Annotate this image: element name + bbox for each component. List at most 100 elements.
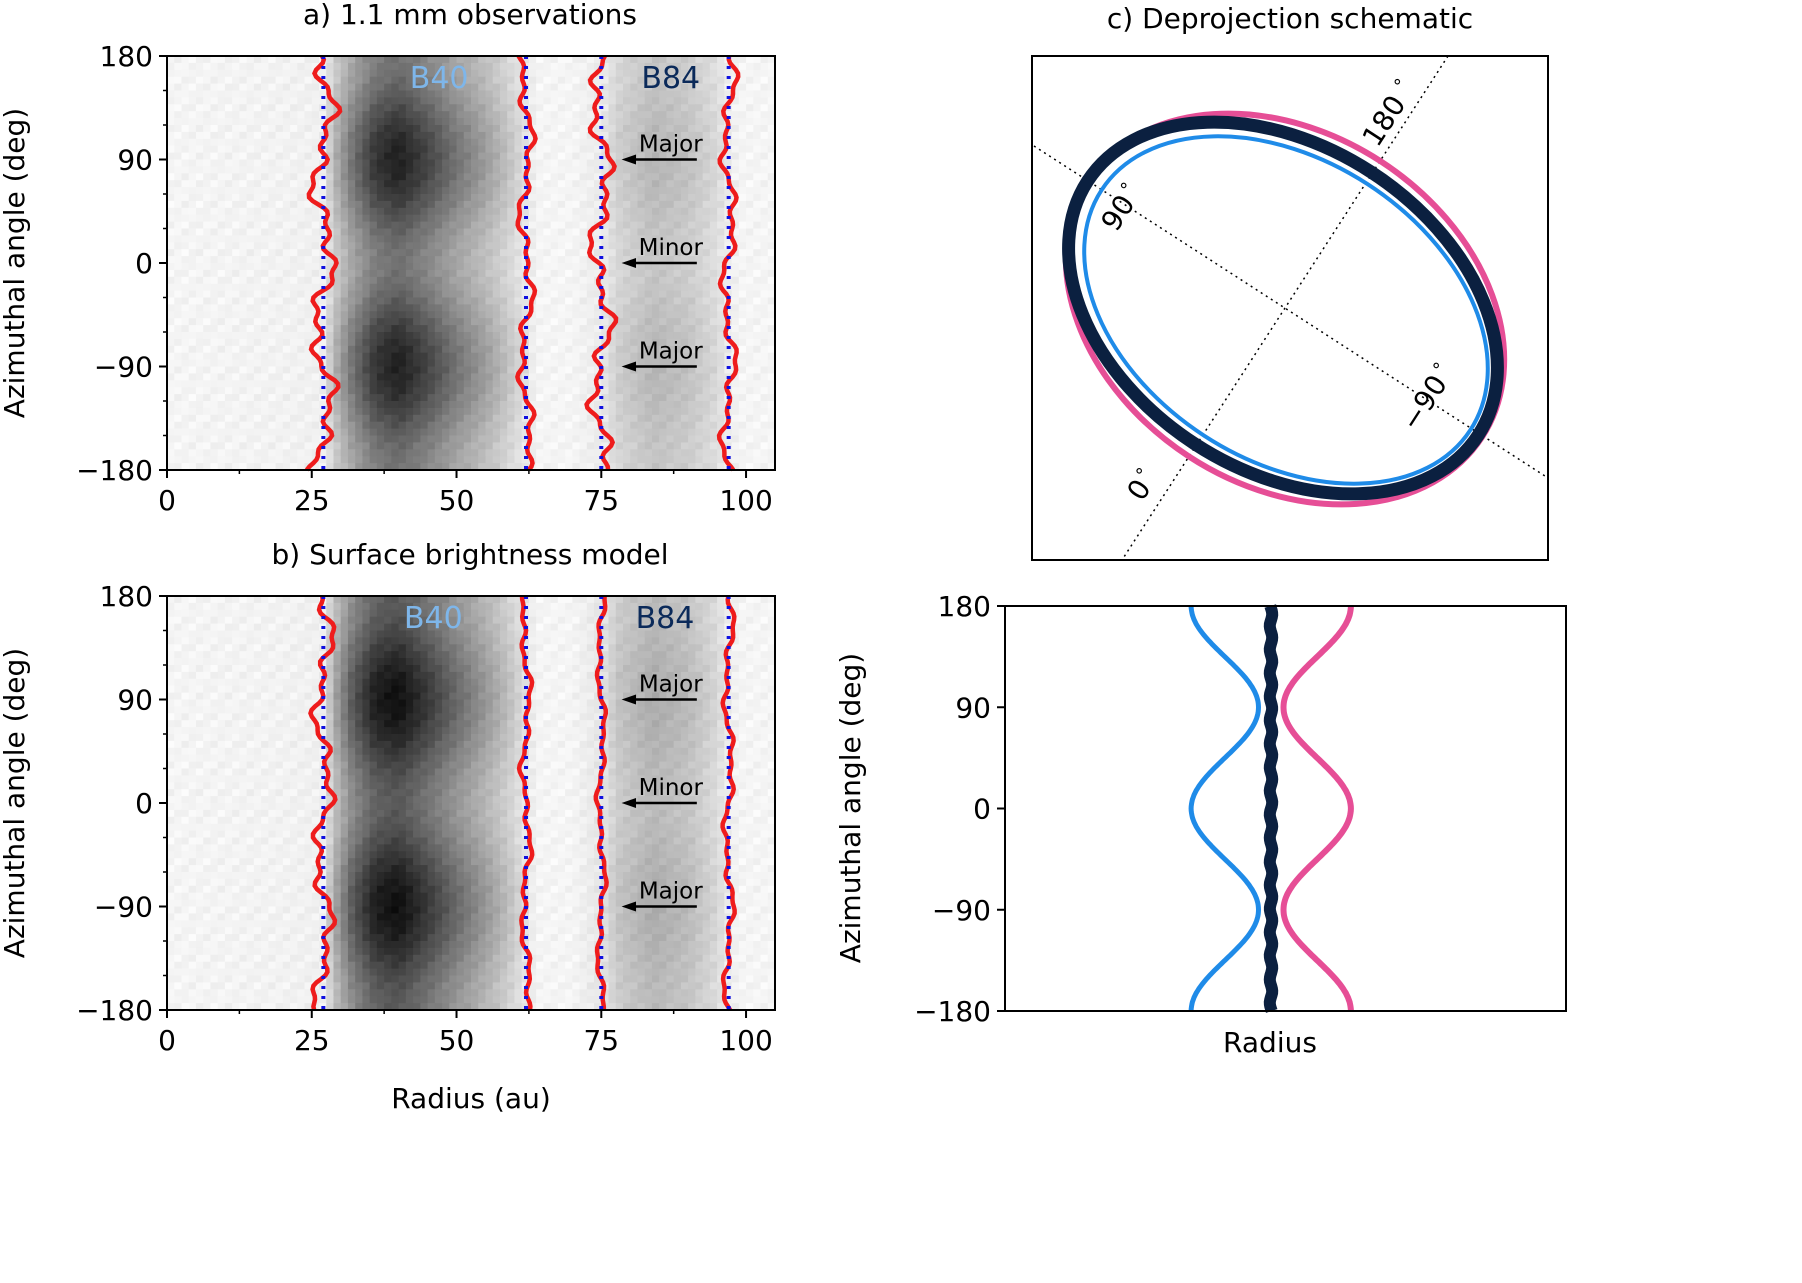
heatmap-cell [586, 269, 595, 278]
heatmap-cell [167, 56, 175, 64]
heatmap-cell [391, 187, 400, 195]
heatmap-cell [499, 249, 508, 257]
heatmap-cell [391, 228, 400, 236]
heatmap-cell [731, 318, 740, 326]
heatmap-cell [615, 242, 624, 250]
heatmap-cell [521, 366, 530, 374]
heatmap-cell [608, 318, 617, 326]
heatmap-cell [217, 249, 226, 257]
heatmap-cell [246, 180, 255, 188]
heatmap-cell [572, 187, 581, 195]
heatmap-cell [405, 407, 414, 416]
heatmap-cell [702, 221, 711, 230]
heatmap-cell [471, 442, 479, 450]
heatmap-cell [253, 276, 262, 285]
heatmap-cell [680, 338, 689, 347]
heatmap-cell [427, 90, 436, 98]
heatmap-cell [514, 125, 523, 133]
heatmap-cell [673, 435, 682, 443]
heatmap-cell [398, 235, 407, 243]
heatmap-cell [203, 256, 212, 264]
heatmap-cell [369, 187, 378, 195]
heatmap-cell [673, 235, 682, 243]
heatmap-cell [536, 283, 544, 292]
heatmap-cell [760, 131, 769, 140]
heatmap-cell [485, 304, 494, 312]
heatmap-cell [738, 166, 747, 174]
heatmap-cell [680, 180, 689, 188]
heatmap-cell [434, 421, 443, 430]
heatmap-cell [391, 263, 400, 271]
heatmap-cell [362, 332, 371, 340]
heatmap-cell [492, 394, 501, 402]
heatmap-cell [261, 83, 269, 92]
heatmap-cell [398, 380, 407, 388]
heatmap-cell [311, 380, 320, 388]
heatmap-cell [680, 421, 689, 430]
heatmap-cell [746, 180, 754, 188]
heatmap-cell [333, 76, 342, 85]
heatmap-cell [746, 394, 754, 402]
heatmap-cell [709, 200, 718, 209]
heatmap-cell [217, 214, 226, 223]
heatmap-cell [290, 359, 298, 368]
heatmap-cell [384, 338, 392, 347]
heatmap-cell [319, 449, 327, 457]
heatmap-cell [369, 401, 378, 409]
heatmap-cell [623, 428, 631, 437]
heatmap-cell [695, 442, 704, 450]
heatmap-cell [290, 269, 298, 278]
heatmap-cell [347, 407, 356, 416]
heatmap-cell [232, 207, 240, 216]
heatmap-cell [297, 421, 306, 430]
heatmap-cell [550, 56, 559, 64]
heatmap-cell [391, 145, 400, 154]
heatmap-cell [659, 290, 668, 299]
heatmap-cell [434, 338, 443, 347]
heatmap-cell [659, 442, 668, 450]
heatmap-cell [717, 380, 725, 388]
heatmap-cell [398, 325, 407, 333]
heatmap-cell [550, 304, 559, 312]
heatmap-cell [347, 200, 356, 209]
heatmap-cell [239, 173, 248, 181]
heatmap-cell [594, 228, 602, 236]
heatmap-cell [623, 414, 631, 423]
heatmap-cell [753, 152, 762, 161]
heatmap-cell [413, 173, 421, 181]
heatmap-cell [499, 449, 508, 457]
heatmap-cell [695, 138, 704, 147]
heatmap-cell [195, 125, 204, 133]
heatmap-cell [731, 221, 740, 230]
heatmap-cell [311, 104, 320, 112]
heatmap-cell [644, 166, 653, 174]
heatmap-cell [615, 118, 624, 126]
heatmap-cell [268, 311, 277, 319]
heatmap-cell [731, 256, 740, 264]
heatmap-cell [239, 228, 248, 236]
heatmap-cell [492, 269, 501, 278]
heatmap-cell [586, 276, 595, 285]
heatmap-cell [572, 428, 581, 437]
heatmap-cell [688, 338, 696, 347]
heatmap-cell [478, 297, 487, 305]
heatmap-cell [731, 97, 740, 105]
heatmap-cell [760, 83, 769, 92]
heatmap-cell [174, 228, 183, 236]
heatmap-cell [528, 338, 537, 347]
heatmap-cell [471, 242, 479, 250]
heatmap-cell [709, 214, 718, 223]
heatmap-cell [195, 145, 204, 154]
heatmap-cell [673, 125, 682, 133]
heatmap-cell [731, 131, 740, 140]
heatmap-cell [217, 180, 226, 188]
heatmap-cell [427, 269, 436, 278]
heatmap-cell [253, 304, 262, 312]
heatmap-cell [253, 214, 262, 223]
heatmap-cell [724, 276, 733, 285]
heatmap-cell [709, 428, 718, 437]
heatmap-cell [376, 297, 385, 305]
heatmap-cell [224, 221, 233, 230]
heatmap-cell [536, 401, 544, 409]
heatmap-cell [536, 256, 544, 264]
